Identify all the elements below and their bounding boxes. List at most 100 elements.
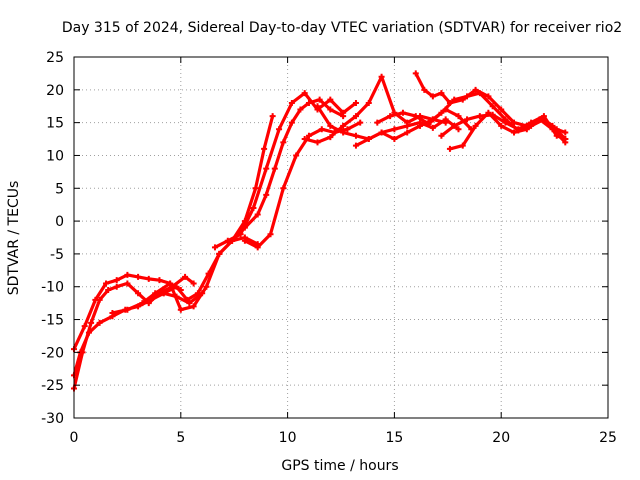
data-point bbox=[88, 319, 95, 326]
data-series bbox=[71, 70, 569, 392]
data-point bbox=[314, 139, 321, 146]
data-point bbox=[502, 119, 509, 126]
data-point bbox=[288, 99, 295, 106]
data-point bbox=[276, 126, 283, 133]
data-point bbox=[261, 145, 268, 152]
data-point bbox=[391, 126, 398, 133]
data-point bbox=[205, 270, 212, 277]
data-point bbox=[511, 129, 518, 136]
axis-ticks bbox=[73, 56, 609, 419]
data-point bbox=[446, 145, 453, 152]
y-tick-label: -30 bbox=[41, 411, 64, 427]
data-point bbox=[459, 142, 466, 149]
data-point bbox=[177, 306, 184, 313]
data-point bbox=[113, 283, 120, 290]
data-point bbox=[438, 132, 445, 139]
chart-title: Day 315 of 2024, Sidereal Day-to-day VTE… bbox=[62, 20, 622, 36]
x-tick-label: 25 bbox=[599, 430, 617, 446]
data-point bbox=[378, 73, 385, 80]
data-point bbox=[305, 99, 312, 106]
data-point bbox=[451, 122, 458, 129]
data-point bbox=[96, 319, 103, 326]
data-point bbox=[562, 136, 569, 143]
data-point bbox=[305, 132, 312, 139]
data-point bbox=[399, 109, 406, 116]
data-point bbox=[404, 129, 411, 136]
data-point bbox=[194, 290, 201, 297]
data-point bbox=[472, 122, 479, 129]
y-axis-label: SDTVAR / TECUs bbox=[6, 181, 22, 296]
y-tick-label: -10 bbox=[41, 280, 64, 296]
data-point bbox=[523, 126, 530, 133]
y-tick-label: 0 bbox=[55, 214, 64, 230]
x-tick-label: 0 bbox=[70, 430, 79, 446]
data-point bbox=[340, 113, 347, 120]
data-point bbox=[254, 211, 261, 218]
data-point bbox=[156, 277, 163, 284]
data-point bbox=[327, 106, 334, 113]
data-point bbox=[186, 300, 193, 307]
data-point bbox=[271, 165, 278, 172]
data-point bbox=[145, 275, 152, 282]
data-point bbox=[455, 113, 462, 120]
data-point bbox=[216, 250, 223, 257]
y-tick-label: -25 bbox=[41, 378, 64, 394]
data-point bbox=[301, 90, 308, 97]
data-point bbox=[344, 126, 351, 133]
data-point bbox=[318, 126, 325, 133]
y-tick-label: -15 bbox=[41, 313, 64, 329]
data-point bbox=[190, 303, 197, 310]
data-point bbox=[327, 134, 334, 141]
data-point bbox=[485, 93, 492, 100]
data-point bbox=[327, 122, 334, 129]
data-point bbox=[190, 280, 197, 287]
data-point bbox=[387, 113, 394, 120]
x-tick-label: 5 bbox=[176, 430, 185, 446]
data-point bbox=[229, 237, 236, 244]
data-point bbox=[327, 96, 334, 103]
series-line bbox=[315, 104, 461, 141]
data-point bbox=[404, 122, 411, 129]
data-point bbox=[421, 86, 428, 93]
data-point bbox=[250, 204, 257, 211]
data-point bbox=[455, 126, 462, 133]
data-point bbox=[489, 103, 496, 110]
data-point bbox=[85, 329, 92, 336]
data-point bbox=[316, 96, 323, 103]
data-point bbox=[374, 119, 381, 126]
data-point bbox=[540, 113, 547, 120]
data-point bbox=[81, 323, 88, 330]
data-point bbox=[357, 119, 364, 126]
y-tick-label: -20 bbox=[41, 345, 64, 361]
data-point bbox=[498, 106, 505, 113]
data-point bbox=[340, 122, 347, 129]
data-point bbox=[109, 309, 116, 316]
series-line bbox=[213, 91, 358, 249]
data-point bbox=[182, 273, 189, 280]
data-point bbox=[113, 277, 120, 284]
data-point bbox=[438, 109, 445, 116]
data-point bbox=[139, 300, 146, 307]
data-point bbox=[135, 273, 142, 280]
data-point bbox=[203, 283, 210, 290]
data-point bbox=[562, 129, 569, 136]
data-point bbox=[124, 271, 131, 278]
data-point bbox=[515, 126, 522, 133]
data-point bbox=[365, 136, 372, 143]
data-point bbox=[301, 136, 308, 143]
data-point bbox=[288, 119, 295, 126]
data-point bbox=[267, 231, 274, 238]
data-point bbox=[511, 119, 518, 126]
data-point bbox=[365, 99, 372, 106]
series-track-15 bbox=[438, 111, 569, 143]
data-point bbox=[280, 139, 287, 146]
data-point bbox=[241, 237, 248, 244]
data-point bbox=[314, 103, 321, 110]
data-point bbox=[124, 280, 131, 287]
x-tick-label: 15 bbox=[385, 430, 403, 446]
data-point bbox=[472, 86, 479, 93]
data-point bbox=[241, 224, 248, 231]
series-line bbox=[147, 114, 275, 302]
series-line bbox=[448, 111, 567, 151]
data-point bbox=[498, 122, 505, 129]
